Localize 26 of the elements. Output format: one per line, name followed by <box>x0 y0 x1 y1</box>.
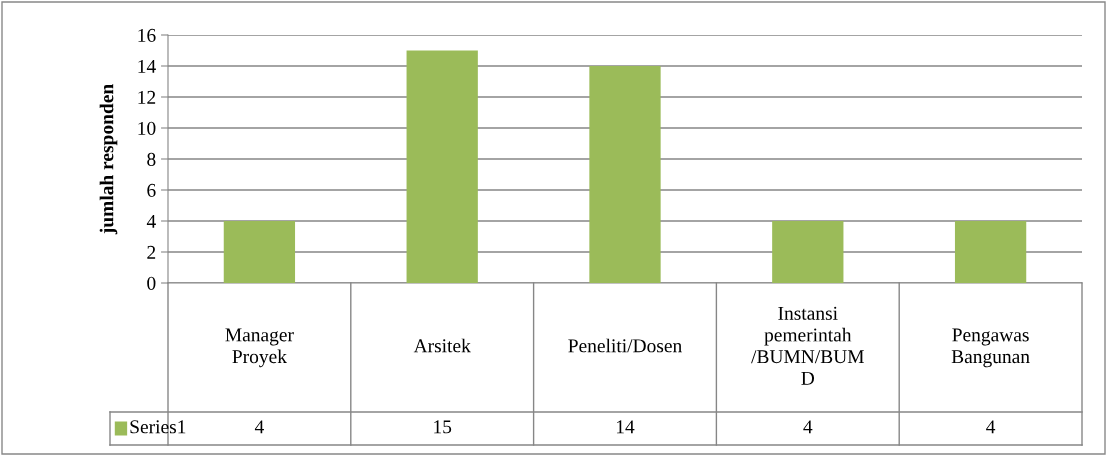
data-label: 14 <box>616 420 635 434</box>
y-tick-label: 12 <box>138 90 156 104</box>
bar <box>406 50 478 283</box>
x-tick-label: Instansi pemerintah /BUMN/BUM D <box>751 306 864 385</box>
bar <box>223 221 296 283</box>
y-tick-label: 4 <box>146 214 156 228</box>
data-label: 4 <box>803 420 813 434</box>
legend-label: Series1 <box>130 420 186 434</box>
bar <box>954 221 1027 283</box>
y-tick-label: 14 <box>138 59 156 73</box>
data-label: 4 <box>986 420 996 434</box>
y-tick-label: 10 <box>138 121 156 135</box>
y-axis-title: jumlah responden <box>99 84 118 235</box>
x-tick-label: Manager Proyek <box>225 328 294 368</box>
bar <box>772 221 844 283</box>
y-tick-label: 16 <box>138 28 156 42</box>
bar <box>589 66 661 283</box>
x-tick-label: Peneliti/Dosen <box>568 338 682 353</box>
y-tick-label: 6 <box>147 183 156 197</box>
x-tick-label: Pengawas Bangunan <box>951 328 1030 368</box>
y-tick-label: 8 <box>147 152 156 166</box>
y-tick-label: 2 <box>147 245 156 259</box>
data-label: 15 <box>434 420 452 434</box>
x-tick-label: Arsitek <box>413 338 471 353</box>
y-tick-label: 0 <box>147 276 156 290</box>
data-label: 4 <box>254 420 264 434</box>
